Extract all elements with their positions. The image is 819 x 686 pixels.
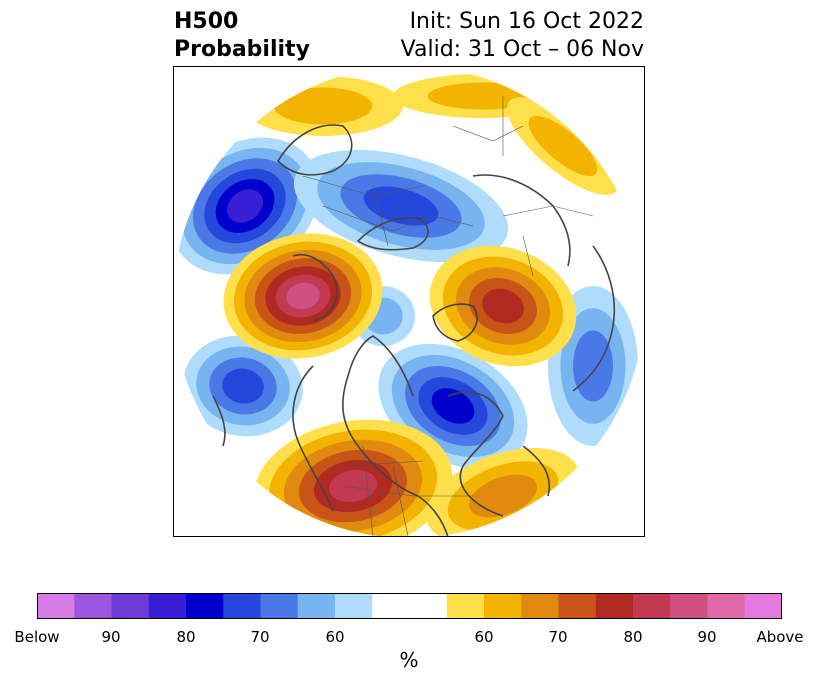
coastline (447, 391, 504, 517)
colorbar-cell (111, 593, 150, 619)
colorbar (37, 593, 782, 619)
above-normal-contour (468, 474, 538, 518)
coastline (432, 303, 478, 342)
tick-above: Above (756, 628, 804, 646)
tick-above-70: 70 (548, 628, 568, 646)
tick-below-70: 70 (250, 628, 270, 646)
colorbar-cell (260, 593, 299, 619)
tick-below-80: 80 (176, 628, 196, 646)
init-date: Init: Sun 16 Oct 2022 (409, 9, 644, 34)
tick-above-90: 90 (697, 628, 717, 646)
country-border (452, 125, 524, 142)
below-normal-contour (363, 186, 439, 226)
colorbar-cell (670, 593, 709, 619)
coastline (357, 216, 429, 251)
forecast-dates: Init: Sun 16 Oct 2022 Valid: 31 Oct – 06… (401, 8, 644, 64)
above-normal-contour (528, 115, 598, 177)
country-border (502, 205, 594, 217)
valid-date: Valid: 31 Oct – 06 Nov (400, 37, 644, 62)
tick-above-60: 60 (474, 628, 494, 646)
coastline (572, 245, 616, 392)
colorbar-cell (744, 593, 782, 619)
below-normal-contour (573, 330, 613, 402)
country-border (342, 485, 473, 497)
coastline (292, 365, 334, 512)
country-border (342, 460, 424, 467)
colorbar-cell (558, 593, 597, 619)
colorbar-cell (148, 593, 187, 619)
colorbar-cell (223, 593, 262, 619)
colorbar-cell (484, 593, 522, 619)
colorbar-cell (521, 593, 560, 619)
above-normal-contour (273, 87, 373, 125)
country-border (522, 235, 534, 277)
country-border (372, 185, 389, 247)
map-title: H500 Probability (174, 8, 310, 64)
coastline (522, 445, 550, 497)
coastline (277, 124, 353, 176)
country-border (302, 175, 424, 197)
tick-below-90: 90 (101, 628, 121, 646)
probability-map (173, 66, 645, 537)
below-normal-contour (226, 189, 264, 223)
above-normal-contour (482, 288, 524, 324)
below-normal-contour (431, 388, 475, 424)
colorbar-cell (446, 593, 485, 619)
colorbar-cell (372, 593, 411, 619)
colorbar-cell (37, 593, 75, 619)
colorbar-cell (595, 593, 634, 619)
colorbar-cell (297, 593, 336, 619)
coastline (212, 395, 226, 447)
title-line-1: H500 (174, 9, 239, 34)
colorbar-cell (409, 593, 448, 619)
above-normal-contour (286, 282, 320, 310)
colorbar-unit: % (399, 648, 419, 672)
colorbar-cell (74, 593, 113, 619)
colorbar-cell (707, 593, 746, 619)
below-normal-contour (222, 368, 264, 404)
country-border (362, 445, 374, 537)
tick-below: Below (14, 628, 60, 646)
country-border (392, 465, 409, 537)
colorbar-cell (186, 593, 224, 619)
tick-below-60: 60 (325, 628, 345, 646)
above-normal-contour (329, 469, 377, 503)
tick-above-80: 80 (623, 628, 643, 646)
title-line-2: Probability (174, 37, 310, 62)
coastline (342, 335, 449, 537)
country-border (322, 205, 474, 232)
colorbar-cell (335, 593, 373, 619)
colorbar-cell (633, 593, 671, 619)
coastline (292, 254, 338, 322)
